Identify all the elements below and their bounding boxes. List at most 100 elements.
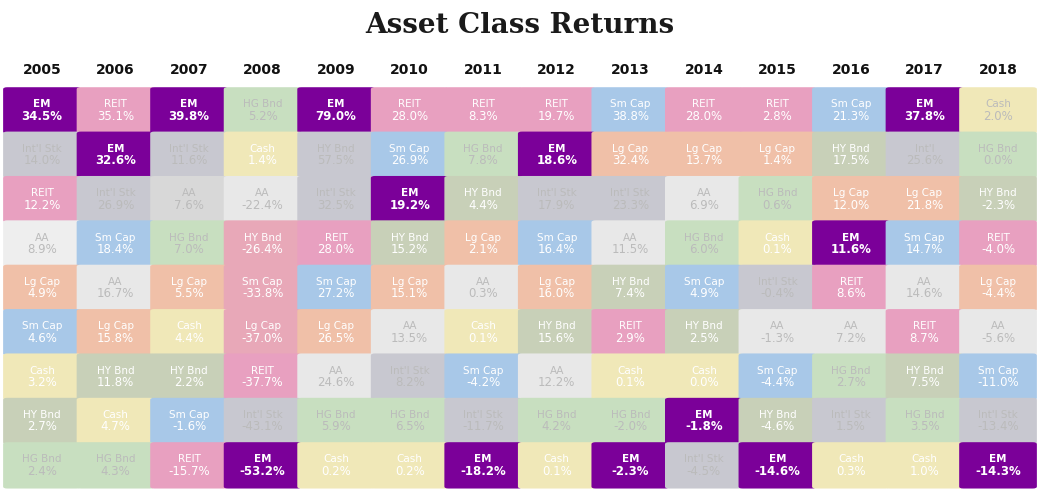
Text: Cash: Cash [396, 454, 422, 465]
Text: 16.4%: 16.4% [538, 243, 575, 256]
Text: Lg Cap: Lg Cap [318, 321, 355, 331]
FancyBboxPatch shape [297, 87, 375, 134]
Text: HG Bnd: HG Bnd [979, 144, 1018, 154]
Text: 3.5%: 3.5% [910, 420, 939, 434]
Text: Sm Cap: Sm Cap [316, 277, 357, 287]
Text: 25.6%: 25.6% [906, 154, 943, 167]
Text: 5.9%: 5.9% [321, 420, 352, 434]
FancyBboxPatch shape [592, 309, 669, 355]
FancyBboxPatch shape [3, 265, 81, 311]
Text: 4.3%: 4.3% [101, 465, 130, 478]
FancyBboxPatch shape [77, 442, 154, 489]
Text: REIT: REIT [178, 454, 201, 465]
Text: 32.4%: 32.4% [612, 154, 649, 167]
Text: REIT: REIT [252, 366, 274, 376]
Text: 6.0%: 6.0% [688, 243, 719, 256]
Text: AA: AA [182, 188, 197, 198]
Text: -15.7%: -15.7% [168, 465, 210, 478]
FancyBboxPatch shape [812, 398, 890, 444]
FancyBboxPatch shape [812, 220, 890, 267]
Text: AA: AA [34, 233, 49, 243]
FancyBboxPatch shape [224, 309, 302, 355]
Text: HY Bnd: HY Bnd [465, 188, 502, 198]
Text: 2010: 2010 [390, 63, 430, 77]
Text: 11.8%: 11.8% [97, 376, 134, 389]
Text: -22.4%: -22.4% [241, 198, 284, 212]
Text: REIT: REIT [839, 277, 862, 287]
FancyBboxPatch shape [959, 442, 1037, 489]
FancyBboxPatch shape [3, 87, 81, 134]
Text: HG Bnd: HG Bnd [831, 366, 870, 376]
Text: Cash: Cash [838, 454, 864, 465]
Text: Int'l Stk: Int'l Stk [170, 144, 209, 154]
Text: 32.5%: 32.5% [317, 198, 355, 212]
Text: -4.4%: -4.4% [760, 376, 795, 389]
Text: 23.3%: 23.3% [612, 198, 649, 212]
Text: 2012: 2012 [538, 63, 576, 77]
Text: -13.4%: -13.4% [978, 420, 1019, 434]
FancyBboxPatch shape [738, 353, 816, 400]
Text: 2018: 2018 [979, 63, 1017, 77]
FancyBboxPatch shape [812, 442, 890, 489]
Text: 15.6%: 15.6% [538, 332, 575, 344]
Text: Sm Cap: Sm Cap [463, 366, 503, 376]
Text: 6.5%: 6.5% [395, 420, 424, 434]
Text: 1.4%: 1.4% [762, 154, 792, 167]
Text: -4.4%: -4.4% [981, 287, 1015, 300]
Text: 15.8%: 15.8% [97, 332, 134, 344]
FancyBboxPatch shape [959, 87, 1037, 134]
Text: HY Bnd: HY Bnd [906, 366, 943, 376]
Text: 2008: 2008 [243, 63, 282, 77]
Text: Cash: Cash [176, 321, 202, 331]
FancyBboxPatch shape [150, 353, 228, 400]
Text: Int'l Stk: Int'l Stk [831, 410, 870, 420]
Text: Sm Cap: Sm Cap [683, 277, 724, 287]
Text: Lg Cap: Lg Cap [613, 144, 648, 154]
FancyBboxPatch shape [297, 132, 375, 178]
Text: Lg Cap: Lg Cap [24, 277, 60, 287]
FancyBboxPatch shape [224, 132, 302, 178]
Text: 17.5%: 17.5% [832, 154, 869, 167]
FancyBboxPatch shape [518, 353, 596, 400]
Text: HY Bnd: HY Bnd [243, 233, 282, 243]
FancyBboxPatch shape [592, 442, 669, 489]
Text: 28.0%: 28.0% [317, 243, 355, 256]
Text: HG Bnd: HG Bnd [905, 410, 944, 420]
FancyBboxPatch shape [959, 220, 1037, 267]
Text: 21.8%: 21.8% [906, 198, 943, 212]
Text: AA: AA [256, 188, 269, 198]
FancyBboxPatch shape [371, 87, 448, 134]
Text: 6.9%: 6.9% [688, 198, 719, 212]
Text: 38.8%: 38.8% [612, 110, 649, 123]
Text: 0.2%: 0.2% [321, 465, 352, 478]
Text: 12.2%: 12.2% [23, 198, 60, 212]
Text: 0.0%: 0.0% [690, 376, 719, 389]
Text: HY Bnd: HY Bnd [97, 366, 134, 376]
Text: 7.4%: 7.4% [616, 287, 645, 300]
FancyBboxPatch shape [77, 132, 154, 178]
FancyBboxPatch shape [444, 220, 522, 267]
Text: REIT: REIT [472, 99, 495, 109]
Text: Int'l Stk: Int'l Stk [242, 410, 283, 420]
FancyBboxPatch shape [886, 87, 963, 134]
Text: Int'l: Int'l [914, 144, 934, 154]
FancyBboxPatch shape [150, 398, 228, 444]
Text: 4.2%: 4.2% [542, 420, 572, 434]
Text: EM: EM [548, 144, 566, 154]
Text: 2014: 2014 [684, 63, 723, 77]
Text: 5.2%: 5.2% [248, 110, 278, 123]
FancyBboxPatch shape [224, 398, 302, 444]
FancyBboxPatch shape [150, 176, 228, 222]
Text: 3.2%: 3.2% [27, 376, 57, 389]
FancyBboxPatch shape [592, 176, 669, 222]
FancyBboxPatch shape [3, 220, 81, 267]
Text: AA: AA [549, 366, 564, 376]
Text: Cash: Cash [618, 366, 644, 376]
Text: Sm Cap: Sm Cap [168, 410, 209, 420]
FancyBboxPatch shape [738, 176, 816, 222]
Text: 18.6%: 18.6% [537, 154, 577, 167]
Text: EM: EM [33, 99, 51, 109]
Text: 11.6%: 11.6% [831, 243, 872, 256]
FancyBboxPatch shape [959, 176, 1037, 222]
Text: 19.2%: 19.2% [389, 198, 431, 212]
